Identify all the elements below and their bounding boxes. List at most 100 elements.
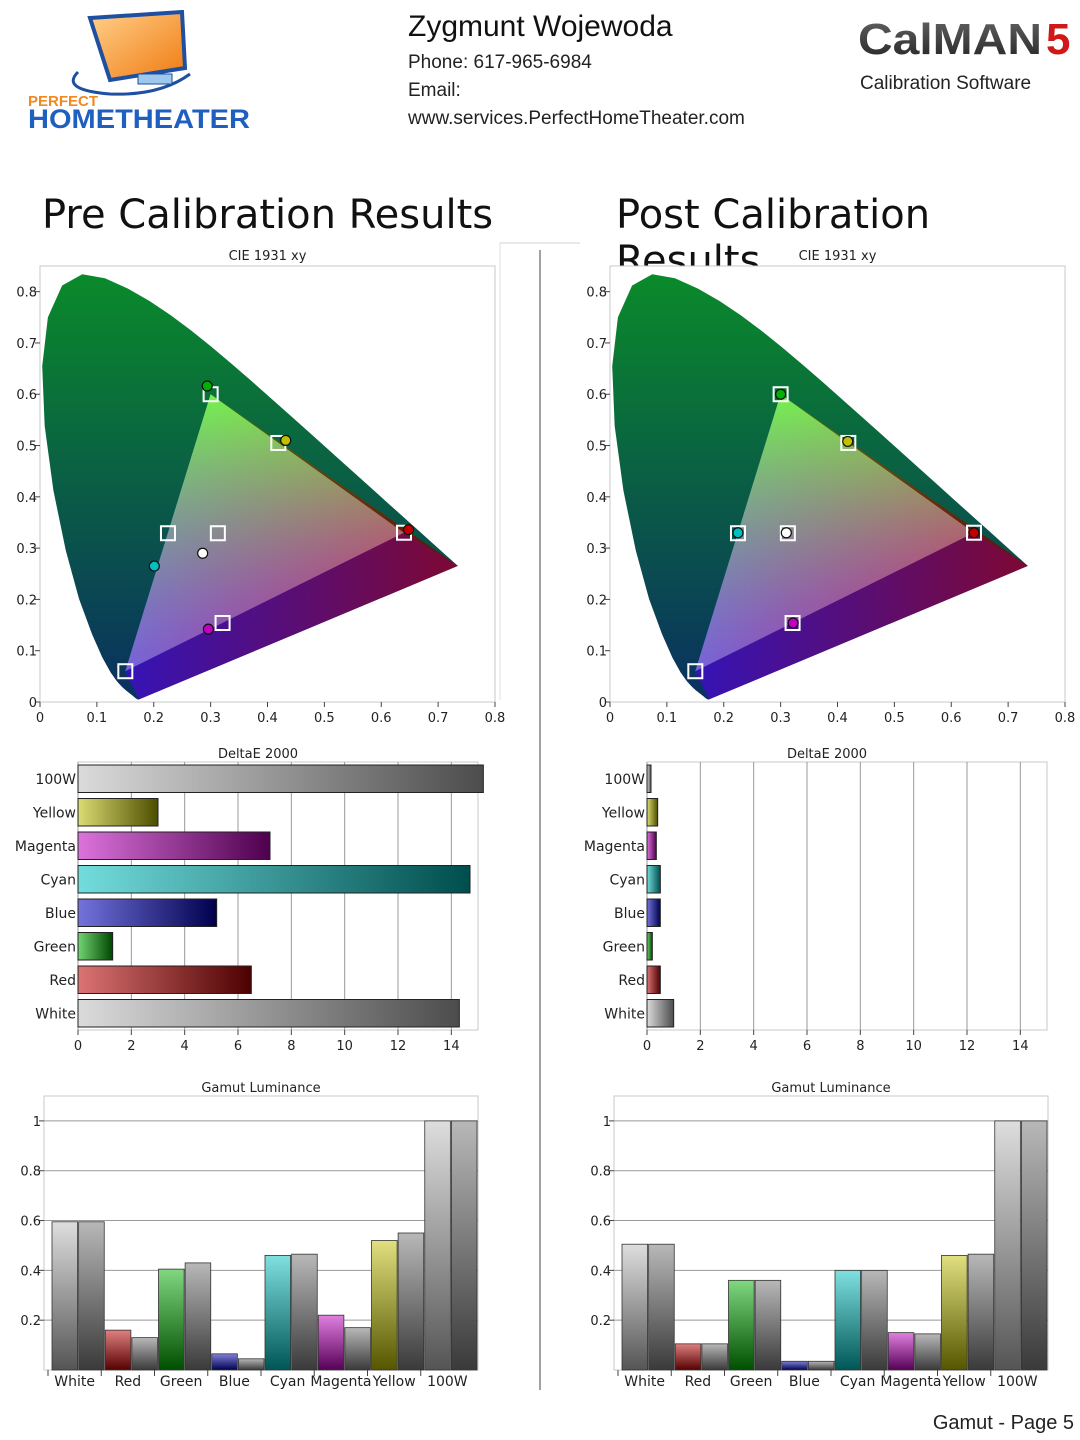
contact-email: Email: [408,80,461,101]
pre-deltae-xtick-label: 6 [234,1039,242,1054]
post-luminance-ytick-label: 0.2 [590,1314,611,1329]
post-cie-ytick-label: 0.4 [586,491,607,506]
post-deltae-category-label: Yellow [601,805,645,821]
pre-luminance-ytick-label: 1 [33,1115,41,1130]
post-cie-target-green [772,386,789,403]
post-cie-measured-cyan [732,527,744,539]
pre-luminance-ytick-label: 0.6 [20,1215,41,1230]
pre-cie-xtick-label: 0.3 [200,711,221,726]
pre-luminance-bar-magenta-measured [317,1314,345,1371]
post-luminance-category-label: Red [685,1374,712,1390]
post-deltae-xtick-label: 0 [643,1039,651,1054]
pre-luminance-bar-yellow-target [397,1232,425,1371]
pre-deltae-bar-red [77,965,252,994]
post-cie-ytick-label: 0 [599,696,607,711]
post-deltae-chart: DeltaE 2000 0 2 4 6 8 10 12 14 100W Yellow Magenta C… [584,747,1048,1054]
pre-deltae-bar-blue [77,898,218,927]
post-cie-ytick-label: 0.1 [586,645,607,660]
pre-cie-target-blue [117,663,134,680]
post-luminance-bar-100w-measured [994,1120,1021,1371]
post-cie-chart: CIE 1931 xy 0 0.1 0.2 0.3 0.4 0.5 0.6 0.7 0.8 0 0.1… [586,249,1075,726]
pre-luminance-category-label: Magenta [310,1374,371,1390]
post-cie-xtick-label: 0.4 [827,711,848,726]
pre-deltae-bar-yellow [77,798,159,827]
pre-cie-measured-green [201,380,213,392]
post-deltae-bar-yellow [646,798,659,827]
post-cie-target-magenta [784,615,801,632]
post-cie-outer-wedge-purple [695,532,1028,700]
pre-luminance-bar-100w-target [450,1120,478,1371]
post-luminance-bar-red-measured [674,1343,702,1371]
post-deltae-bar-green [646,932,653,961]
pre-luminance-ytick-label: 0.4 [20,1264,41,1279]
pre-cie-measured-yellow [280,434,292,446]
pre-cie-target-cyan [159,525,176,542]
post-cie-xtick-label: 0.1 [657,711,678,726]
svg-text:CalMAN: CalMAN [858,15,1042,64]
post-deltae-bar-white [646,999,675,1028]
pre-cie-ytick-label: 0.6 [16,388,37,403]
pre-luminance-bar-red-target [131,1337,158,1371]
post-cie-target-cyan [729,525,746,542]
pre-deltae-bar-cyan [77,865,471,894]
pre-deltae-xtick-label: 14 [443,1039,460,1054]
pre-deltae-xtick-label: 4 [181,1039,189,1054]
pre-luminance-bar-green-measured [158,1268,185,1371]
post-cie-title: CIE 1931 xy [799,249,877,264]
post-cie-xtick-label: 0.8 [1055,711,1076,726]
post-luminance-category-label: Magenta [880,1374,941,1390]
post-deltae-title: DeltaE 2000 [787,747,867,762]
post-cie-ytick-label: 0.8 [586,286,607,301]
pre-cie-target-white [209,525,226,542]
pre-luminance-category-label: Cyan [270,1374,306,1390]
pre-luminance-bar-blue-target [237,1358,265,1371]
post-deltae-category-label: Red [618,973,645,989]
post-deltae-xtick-label: 2 [696,1039,704,1054]
post-luminance-bar-cyan-target [861,1269,888,1371]
post-deltae-category-label: 100W [604,772,645,788]
post-deltae-xtick-label: 8 [856,1039,864,1054]
pre-deltae-category-label: Yellow [32,805,76,821]
contact-phone: Phone: 617-965-6984 [408,52,592,73]
post-deltae-bar-blue [646,898,661,927]
post-cie-xtick-label: 0.6 [941,711,962,726]
pre-cie-measured-cyan [148,560,160,572]
column-divider [499,242,580,1390]
post-cie-ytick-label: 0.6 [586,388,607,403]
post-cie-target-blue [687,663,704,680]
post-deltae-xtick-label: 10 [905,1039,922,1054]
pre-deltae-category-label: 100W [35,772,76,788]
pre-deltae-xtick-label: 10 [336,1039,353,1054]
post-luminance-title: Gamut Luminance [771,1081,890,1096]
post-luminance-bar-magenta-target [914,1333,941,1371]
pre-cie-ytick-label: 0.8 [16,286,37,301]
pre-cie-ytick-label: 0.5 [16,440,37,455]
post-luminance-category-label: Cyan [840,1374,876,1390]
pre-cie-outer-wedge-purple [125,532,458,700]
pre-luminance-bar-white-target [78,1221,105,1371]
post-luminance-bar-white-target [648,1243,675,1371]
post-luminance-bar-white-measured [621,1243,649,1371]
post-luminance-bar-100w-target [1020,1120,1048,1371]
pre-cie-xtick-label: 0.4 [257,711,278,726]
pre-luminance-bar-white-measured [51,1221,79,1371]
post-deltae-category-label: Green [603,939,645,955]
pre-deltae-category-label: Red [49,973,76,989]
pre-luminance-title: Gamut Luminance [201,1081,320,1096]
svg-text:5: 5 [1046,15,1070,64]
pre-luminance-category-label: Green [160,1374,202,1390]
pre-cie-measured-white [197,547,209,559]
post-cie-measured-green [775,388,787,400]
post-luminance-ytick-label: 0.8 [590,1165,611,1180]
pre-deltae-category-label: White [35,1006,76,1022]
post-luminance-ytick-label: 1 [603,1115,611,1130]
pre-luminance-category-label: Red [115,1374,142,1390]
contact-website[interactable]: www.services.PerfectHomeTheater.com [408,108,745,129]
post-luminance-bar-green-measured [728,1279,755,1371]
pre-cie-xtick-label: 0.6 [371,711,392,726]
pre-deltae-category-label: Green [34,939,76,955]
pre-luminance-bar-cyan-measured [264,1255,292,1371]
calman-tagline: Calibration Software [860,73,1032,94]
post-cie-target-red [966,524,982,541]
